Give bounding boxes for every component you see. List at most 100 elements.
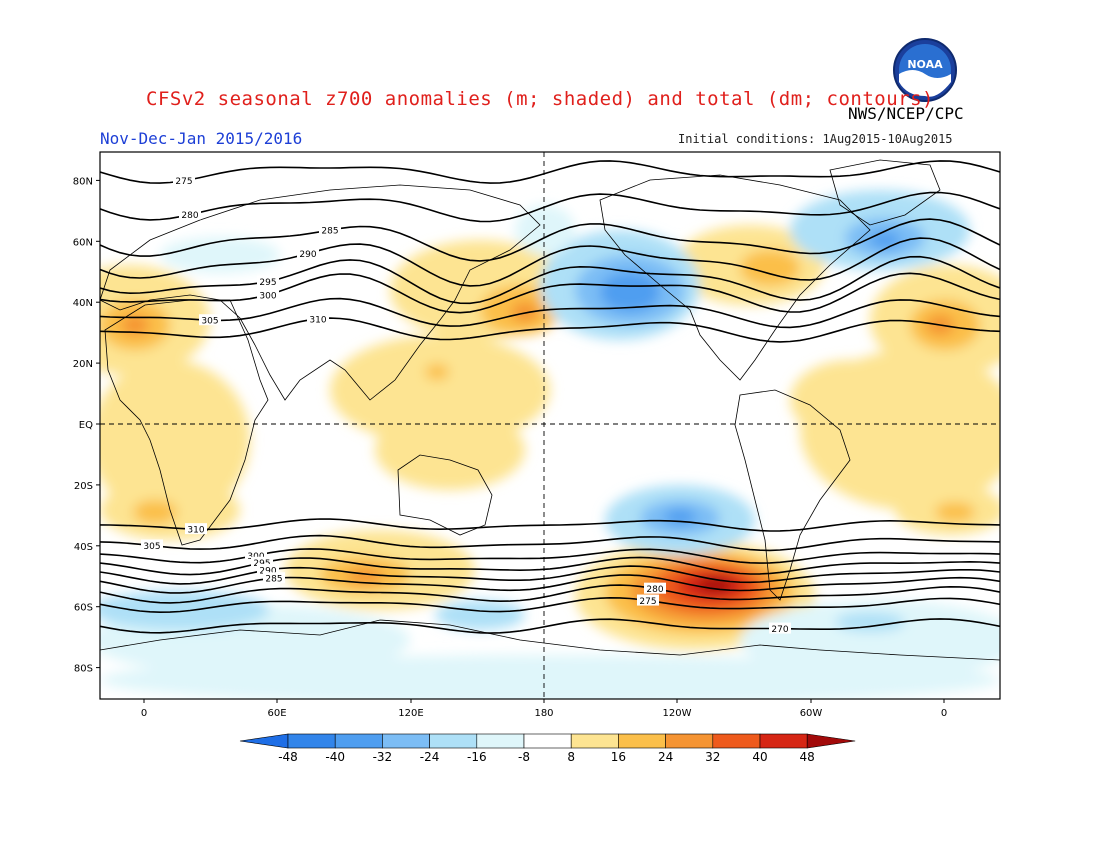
colorbar-max-arrow [806, 733, 856, 749]
contour-labels: 2752802852902953003053103103053002952902… [141, 174, 791, 635]
lat-tick-label: 80S [74, 664, 93, 675]
anomaly-positive [425, 364, 449, 380]
initial-conditions-label: Initial conditions: 1Aug2015-10Aug2015 [678, 132, 953, 146]
contour-280 [100, 584, 1000, 604]
contour-285 [100, 218, 1000, 262]
anomaly-negative [160, 237, 280, 273]
anomaly-positive [935, 502, 975, 522]
colorbar-bin [665, 733, 714, 749]
antarctica-outline [100, 619, 1000, 661]
anomaly-positive [121, 315, 149, 335]
noaa-logo: NOAA [893, 38, 957, 102]
contour-295 [100, 556, 1000, 576]
contour-label-bg [637, 594, 659, 606]
north-america-outline [599, 174, 871, 381]
contour-290 [100, 237, 1000, 287]
lon-tick-label: 120E [398, 708, 423, 719]
contour-310 [100, 317, 1000, 343]
contour-275 [100, 596, 1000, 614]
contour-label: 290 [299, 250, 316, 260]
contour-275 [100, 160, 1000, 184]
contour-label-bg [257, 275, 279, 287]
anomaly-negative [835, 612, 905, 632]
colorbar-tick-label: -32 [373, 750, 393, 764]
colorbar-tick-label: -48 [278, 750, 298, 764]
coastlines [100, 159, 1000, 661]
contour-label-bg [251, 556, 273, 568]
anomaly-negative [515, 205, 575, 255]
colorbar-tick-label: 16 [611, 750, 626, 764]
anomaly-positive [790, 360, 910, 440]
contour-label: 285 [321, 227, 338, 237]
lat-tick-label: 40S [74, 542, 93, 553]
colorbar-min-arrow [239, 733, 289, 749]
colorbar-bin [712, 733, 761, 749]
contour-label-bg [263, 572, 285, 584]
anomaly-positive [100, 360, 250, 520]
colorbar-bin [429, 733, 478, 749]
eurasia-outline [100, 184, 541, 401]
anomaly-negative [869, 232, 901, 248]
contour-label-bg [319, 224, 341, 236]
colorbar-bin [334, 733, 383, 749]
australia-outline [397, 454, 493, 536]
lat-tick-label: 20N [73, 359, 93, 370]
lat-tick-label: 60S [74, 603, 93, 614]
lon-tick-label: 0 [941, 708, 947, 719]
contour-label-bg [257, 288, 279, 300]
longitude-axis: 0 60E 120E 180 120W 60W 0 [141, 699, 947, 719]
logo-text: NOAA [907, 58, 943, 71]
contour-285 [100, 574, 1000, 594]
colorbar-tick-label: -24 [420, 750, 440, 764]
lon-tick-label: 0 [141, 708, 147, 719]
contour-label-bg [769, 622, 791, 634]
colorbar-bin [523, 733, 572, 749]
lon-tick-label: 120W [663, 708, 692, 719]
height-contours [100, 160, 1000, 634]
contour-300 [100, 272, 1000, 314]
colorbar-tick-label: 48 [800, 750, 815, 764]
anomaly-negative [100, 655, 1000, 699]
colorbar-bin [476, 733, 525, 749]
anomaly-positive [347, 568, 383, 584]
greenland-outline [829, 159, 941, 226]
contour-305 [100, 534, 1000, 552]
colorbar-tick-label: -40 [325, 750, 345, 764]
colorbar-tick-label: -8 [518, 750, 530, 764]
contour-label: 285 [265, 575, 282, 585]
contour-280 [100, 191, 1000, 223]
anomaly-positive [330, 335, 550, 445]
south-america-outline [734, 389, 851, 601]
contour-label-bg [179, 208, 201, 220]
contour-label-bg [245, 549, 267, 561]
contour-label: 290 [259, 566, 276, 576]
anomaly-negative [600, 272, 660, 312]
anomaly-negative [435, 600, 525, 630]
contour-295 [100, 255, 1000, 305]
contour-label-bg [173, 174, 195, 186]
chart-title: CFSv2 seasonal z700 anomalies (m; shaded… [146, 88, 934, 110]
lat-tick-label: 40N [73, 298, 93, 309]
contour-label-bg [185, 523, 207, 535]
contour-label: 305 [201, 317, 218, 327]
contour-label: 310 [187, 526, 204, 536]
colorbar-tick-label: 8 [567, 750, 575, 764]
contour-305 [100, 297, 1000, 329]
colorbar-bin [287, 733, 336, 749]
contour-label-bg [297, 247, 319, 259]
anomaly-positive [375, 410, 525, 490]
period-label: Nov-Dec-Jan 2015/2016 [100, 129, 303, 148]
colorbar-tick-label: 24 [658, 750, 673, 764]
contour-label: 295 [259, 278, 276, 288]
agency-label: NWS/NCEP/CPC [848, 104, 964, 123]
lon-tick-label: 60W [800, 708, 823, 719]
anomaly-shading [100, 190, 1000, 699]
contour-label-bg [307, 312, 329, 324]
colorbar: -48 -40 -32 -24 -16 -8 8 16 24 32 40 48 [239, 733, 856, 764]
contour-label: 275 [639, 597, 656, 607]
contour-290 [100, 565, 1000, 585]
contour-label-bg [257, 563, 279, 575]
colorbar-bin [570, 733, 619, 749]
contour-310 [100, 518, 1000, 532]
